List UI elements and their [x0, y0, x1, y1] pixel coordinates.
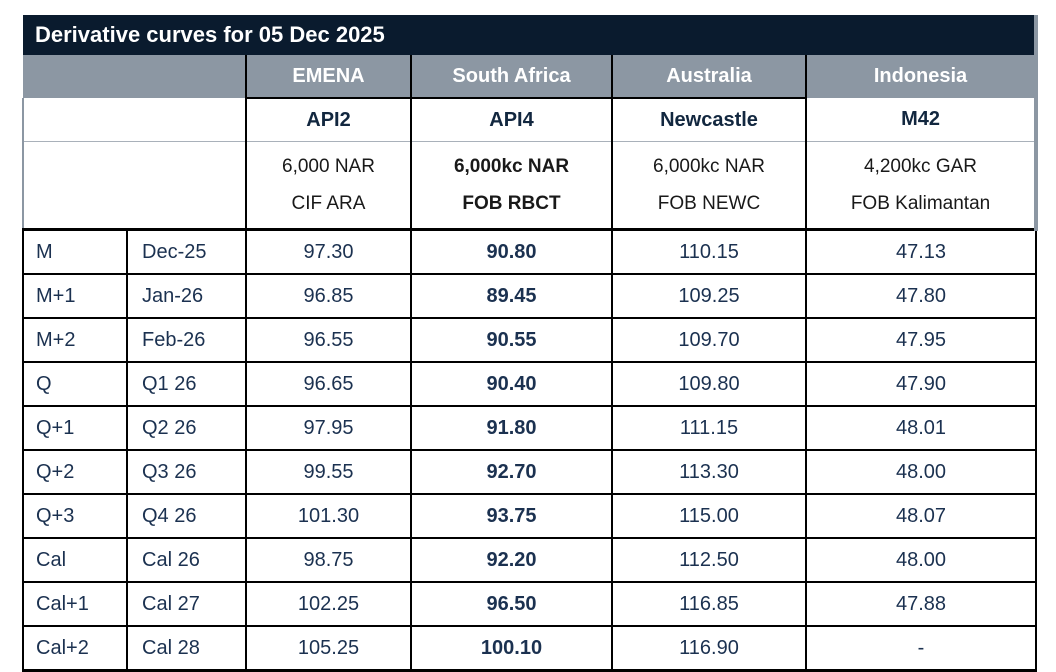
newcastle-value-cell: 113.30 [611, 449, 807, 495]
spec-newcastle: 6,000kc NAR FOB NEWC [611, 141, 807, 230]
api4-value-cell: 93.75 [410, 493, 613, 539]
index-header-spacer [22, 98, 247, 142]
m42-value-cell: 47.88 [804, 581, 1038, 627]
api2-value-cell: 98.75 [245, 537, 412, 583]
newcastle-value-cell: 109.80 [611, 361, 807, 407]
m42-value-cell: 47.13 [804, 228, 1038, 275]
spec-m42-delivery: FOB Kalimantan [850, 193, 991, 214]
column-header-south-africa: South Africa [410, 55, 613, 99]
api4-value-cell: 90.55 [410, 317, 613, 363]
api4-value-cell: 90.40 [410, 361, 613, 407]
table-row: M+1 Jan-26 96.85 89.45 109.25 47.80 [22, 273, 1038, 319]
spec-newcastle-delivery: FOB NEWC [657, 193, 761, 214]
tenor-cell: Q [22, 361, 128, 407]
tenor-cell: M+2 [22, 317, 128, 363]
tenor-cell: M+1 [22, 273, 128, 319]
api4-value-cell: 89.45 [410, 273, 613, 319]
m42-value-cell: 48.00 [804, 449, 1038, 495]
table-row: M Dec-25 97.30 90.80 110.15 47.13 [22, 228, 1038, 275]
period-cell: Feb-26 [126, 317, 247, 363]
m42-value-cell: 48.00 [804, 537, 1038, 583]
api2-value-cell: 101.30 [245, 493, 412, 539]
api2-value-cell: 97.30 [245, 228, 412, 275]
api2-value-cell: 96.65 [245, 361, 412, 407]
m42-value-cell: 48.07 [804, 493, 1038, 539]
column-header-australia: Australia [611, 55, 807, 99]
spec-api2: 6,000 NAR CIF ARA [245, 141, 412, 230]
column-header-indonesia: Indonesia [804, 55, 1039, 98]
table-row: Q+1 Q2 26 97.95 91.80 111.15 48.01 [22, 405, 1038, 451]
period-cell: Q4 26 [126, 493, 247, 539]
period-cell: Q2 26 [126, 405, 247, 451]
tenor-cell: Cal+1 [22, 581, 128, 627]
title-row: Derivative curves for 05 Dec 2025 [23, 15, 1039, 55]
api4-value-cell: 90.80 [410, 228, 613, 275]
newcastle-value-cell: 111.15 [611, 405, 807, 451]
column-header-emena: EMENA [245, 55, 412, 99]
period-cell: Dec-25 [126, 228, 247, 275]
m42-value-cell: 47.90 [804, 361, 1038, 407]
newcastle-value-cell: 110.15 [611, 228, 807, 275]
spec-newcastle-basis: 6,000kc NAR [653, 156, 765, 177]
table-row: Q+2 Q3 26 99.55 92.70 113.30 48.00 [22, 449, 1038, 495]
index-name-api4: API4 [410, 98, 613, 142]
api2-value-cell: 96.85 [245, 273, 412, 319]
spec-api2-delivery: CIF ARA [291, 193, 366, 214]
tenor-cell: Q+3 [22, 493, 128, 539]
api4-value-cell: 96.50 [410, 581, 613, 627]
m42-value-cell: 47.95 [804, 317, 1038, 363]
spec-m42: 4,200kc GAR FOB Kalimantan [804, 141, 1039, 230]
region-header-row: EMENA South Africa Australia Indonesia [23, 55, 1039, 99]
spec-api2-basis: 6,000 NAR [282, 156, 375, 177]
period-cell: Jan-26 [126, 273, 247, 319]
period-cell: Cal 26 [126, 537, 247, 583]
index-name-m42: M42 [804, 98, 1039, 142]
api2-value-cell: 99.55 [245, 449, 412, 495]
spec-header-spacer [22, 141, 247, 230]
tenor-cell: M [22, 228, 128, 275]
tenor-cell: Q+1 [22, 405, 128, 451]
api2-value-cell: 96.55 [245, 317, 412, 363]
spec-api4-basis: 6,000kc NAR [453, 156, 570, 177]
index-name-api2: API2 [245, 98, 412, 142]
table-row: M+2 Feb-26 96.55 90.55 109.70 47.95 [22, 317, 1038, 363]
api4-value-cell: 92.20 [410, 537, 613, 583]
newcastle-value-cell: 109.70 [611, 317, 807, 363]
period-cell: Cal 27 [126, 581, 247, 627]
table-row: Cal+1 Cal 27 102.25 96.50 116.85 47.88 [22, 581, 1038, 627]
api4-value-cell: 92.70 [410, 449, 613, 495]
tenor-cell: Q+2 [22, 449, 128, 495]
m42-value-cell: 48.01 [804, 405, 1038, 451]
period-cell: Q3 26 [126, 449, 247, 495]
api2-value-cell: 97.95 [245, 405, 412, 451]
table-row: Q+3 Q4 26 101.30 93.75 115.00 48.07 [22, 493, 1038, 539]
region-header-spacer [23, 55, 246, 98]
tenor-cell: Cal [22, 537, 128, 583]
api2-value-cell: 102.25 [245, 581, 412, 627]
table-row: Cal Cal 26 98.75 92.20 112.50 48.00 [22, 537, 1038, 583]
derivative-curves-panel: Derivative curves for 05 Dec 2025 EMENA … [22, 15, 1039, 672]
spec-api4: 6,000kc NAR FOB RBCT [410, 141, 613, 230]
m42-value-cell: 47.80 [804, 273, 1038, 319]
spec-m42-basis: 4,200kc GAR [864, 156, 978, 177]
newcastle-value-cell: 112.50 [611, 537, 807, 583]
table-row: Q Q1 26 96.65 90.40 109.80 47.90 [22, 361, 1038, 407]
period-cell: Q1 26 [126, 361, 247, 407]
api4-value-cell: 91.80 [410, 405, 613, 451]
newcastle-value-cell: 115.00 [611, 493, 807, 539]
index-name-newcastle: Newcastle [611, 98, 807, 142]
page-title: Derivative curves for 05 Dec 2025 [23, 15, 1039, 55]
newcastle-value-cell: 116.85 [611, 581, 807, 627]
index-header-row: API2 API4 Newcastle M42 [22, 98, 1039, 142]
newcastle-value-cell: 109.25 [611, 273, 807, 319]
derivative-curves-table: Derivative curves for 05 Dec 2025 EMENA … [22, 15, 1039, 672]
spec-header-row: 6,000 NAR CIF ARA 6,000kc NAR FOB RBCT 6… [22, 141, 1039, 230]
spec-api4-delivery: FOB RBCT [462, 193, 561, 214]
